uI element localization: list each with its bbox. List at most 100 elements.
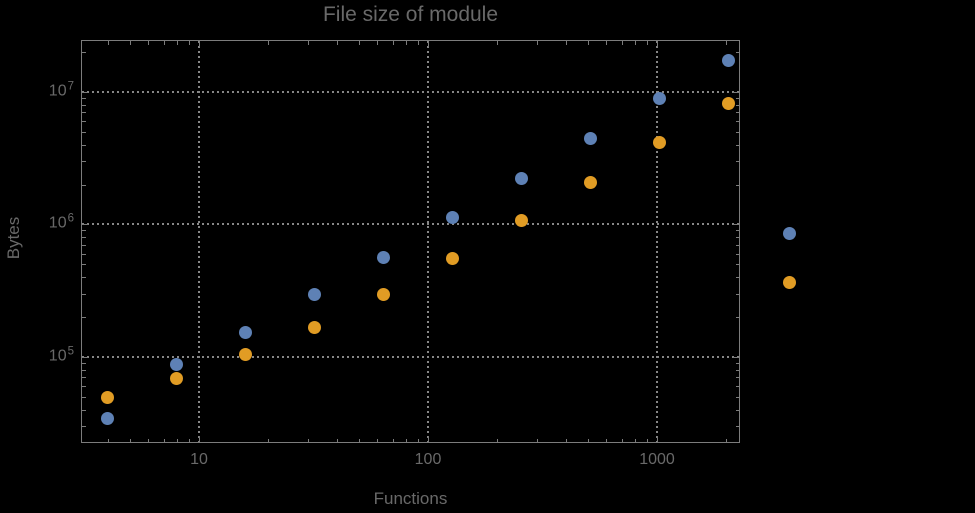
tick-bottom (199, 436, 200, 442)
tick-right (733, 357, 739, 358)
tick-right (735, 98, 739, 99)
data-point-orange-x16 (239, 347, 253, 361)
tick-left (82, 52, 86, 53)
tick-bottom (130, 438, 131, 442)
tick-right (735, 132, 739, 133)
gridline-x-100 (427, 41, 429, 442)
tick-left (82, 317, 86, 318)
tick-top (108, 41, 109, 45)
tick-left (82, 294, 86, 295)
tick-left (82, 357, 88, 358)
tick-right (735, 386, 739, 387)
y-tick-label-10e6: 106 (48, 212, 74, 232)
tick-bottom (497, 438, 498, 442)
tick-left (82, 410, 86, 411)
data-point-orange-x8 (170, 371, 184, 385)
tick-right (735, 294, 739, 295)
tick-right (735, 426, 739, 427)
x-tick-label-10: 10 (190, 451, 208, 468)
data-point-orange-x4 (101, 391, 115, 405)
tick-bottom (588, 438, 589, 442)
data-point-orange-x128 (446, 252, 460, 266)
tick-left (82, 386, 86, 387)
tick-bottom (428, 436, 429, 442)
tick-left (82, 112, 86, 113)
tick-left (82, 245, 86, 246)
tick-bottom (406, 438, 407, 442)
tick-bottom (108, 438, 109, 442)
tick-left (82, 397, 86, 398)
tick-right (735, 230, 739, 231)
tick-left (82, 370, 86, 371)
tick-top (406, 41, 407, 45)
gridline-y-10e6 (82, 223, 739, 225)
tick-bottom (537, 438, 538, 442)
tick-bottom (606, 438, 607, 442)
tick-top (588, 41, 589, 45)
gridline-x-10 (198, 41, 200, 442)
tick-top (199, 41, 200, 47)
tick-top (377, 41, 378, 45)
tick-left (82, 98, 86, 99)
tick-bottom (189, 438, 190, 442)
tick-left (82, 426, 86, 427)
tick-bottom (177, 438, 178, 442)
data-point-orange-x32 (308, 320, 322, 334)
y-tick-label-10e7: 107 (48, 80, 74, 100)
tick-top (393, 41, 394, 45)
data-point-orange-x64 (377, 288, 391, 302)
tick-top (537, 41, 538, 45)
data-point-blue-x128 (446, 210, 460, 224)
tick-left (82, 224, 88, 225)
tick-top (130, 41, 131, 45)
tick-bottom (268, 438, 269, 442)
tick-bottom (337, 438, 338, 442)
tick-top (497, 41, 498, 45)
data-point-blue-x1024 (652, 92, 666, 106)
tick-right (735, 317, 739, 318)
tick-right (735, 370, 739, 371)
tick-top (148, 41, 149, 45)
data-point-orange-x2048 (721, 96, 735, 110)
data-point-orange-x512 (583, 176, 597, 190)
data-point-blue-x256 (515, 172, 529, 186)
data-point-orange-x256 (515, 214, 529, 228)
tick-top (606, 41, 607, 45)
tick-top (189, 41, 190, 45)
tick-left (82, 230, 86, 231)
tick-right (735, 112, 739, 113)
data-point-blue-x4 (101, 412, 115, 426)
tick-top (428, 41, 429, 47)
data-point-orange-x1024 (652, 135, 666, 149)
tick-top (647, 41, 648, 45)
tick-bottom (148, 438, 149, 442)
tick-top (308, 41, 309, 45)
data-point-orange-x3800 (783, 275, 797, 289)
data-point-blue-x32 (308, 288, 322, 302)
tick-bottom (622, 438, 623, 442)
tick-right (735, 264, 739, 265)
tick-right (735, 52, 739, 53)
data-point-blue-x2048 (721, 53, 735, 67)
tick-top (622, 41, 623, 45)
tick-left (82, 185, 86, 186)
tick-top (418, 41, 419, 45)
tick-right (735, 121, 739, 122)
tick-bottom (308, 438, 309, 442)
tick-right (735, 105, 739, 106)
x-axis-label: Functions (373, 489, 448, 508)
tick-bottom (164, 438, 165, 442)
data-point-blue-x64 (377, 251, 391, 265)
tick-right (735, 377, 739, 378)
y-tick-label-10e5: 105 (48, 345, 74, 365)
gridline-y-10e7 (82, 91, 739, 93)
tick-bottom (359, 438, 360, 442)
tick-top (337, 41, 338, 45)
gridline-y-10e5 (82, 356, 739, 358)
tick-bottom (726, 438, 727, 442)
tick-right (735, 410, 739, 411)
data-point-blue-x16 (239, 326, 253, 340)
tick-right (735, 145, 739, 146)
plot-frame (81, 40, 740, 443)
tick-top (566, 41, 567, 45)
